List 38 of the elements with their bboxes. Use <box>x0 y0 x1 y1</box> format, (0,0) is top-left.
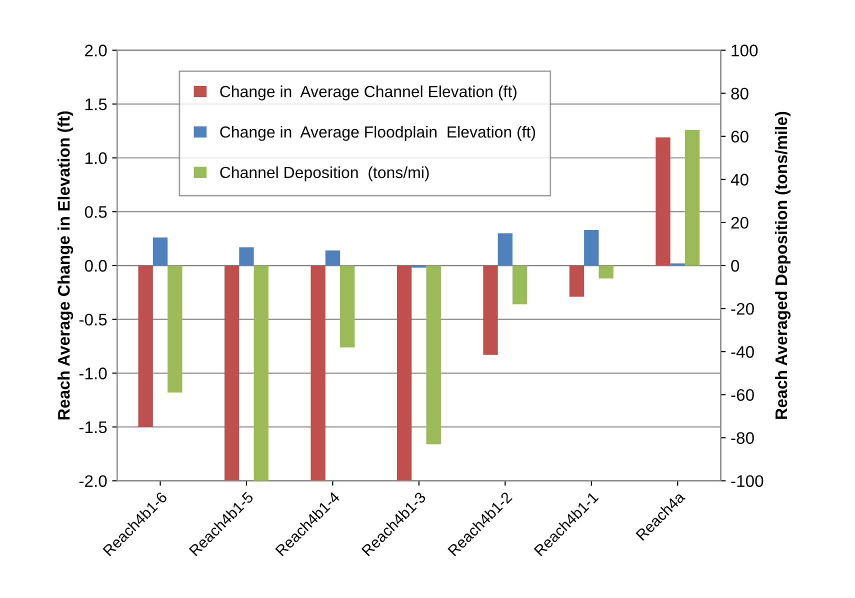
bar <box>656 137 670 266</box>
y2-tick-label: 60 <box>731 130 748 143</box>
bar <box>498 233 513 266</box>
y2-axis-title: Reach Averaged Deposition (tons/mile) <box>774 112 791 419</box>
bar <box>138 266 153 427</box>
y-tick-label: 0.0 <box>84 260 107 272</box>
legend-label: Change in Average Channel Elevation (ft) <box>220 86 516 100</box>
bar <box>584 230 599 266</box>
legend-label: Change in Average Floodplain Elevation (ft) <box>220 126 536 141</box>
y-tick-label: -2.0 <box>79 475 107 487</box>
y-tick-label: -1.0 <box>79 368 107 380</box>
bar <box>670 263 685 266</box>
y-tick-label: 1.5 <box>86 98 107 110</box>
bar <box>239 247 254 266</box>
y2-tick-label: 40 <box>730 174 748 186</box>
y-tick-label: 2.0 <box>85 44 107 56</box>
y2-tick-label: -40 <box>731 346 754 358</box>
y2-tick-label: 20 <box>731 216 748 229</box>
bar <box>396 266 412 481</box>
y2-tick-label: 0 <box>731 260 740 272</box>
y2-tick-label: -100 <box>731 475 764 487</box>
bar <box>224 266 240 481</box>
bar <box>483 266 498 355</box>
bar <box>325 250 340 266</box>
legend-label: Channel Deposition (tons/mi) <box>220 166 429 182</box>
y2-tick-label: -60 <box>731 389 754 401</box>
y2-tick-label: -20 <box>731 302 754 315</box>
y2-tick-label: -80 <box>731 432 754 444</box>
bar <box>152 238 168 266</box>
bar <box>310 266 326 481</box>
y-axis-title: Reach Average Change in Elevation (ft) <box>58 111 74 420</box>
bar <box>569 266 584 297</box>
y2-tick-label: 100 <box>732 44 758 56</box>
y-tick-label: -0.5 <box>79 314 107 326</box>
y2-tick-label: 80 <box>731 88 748 100</box>
y-tick-label: 1.0 <box>86 152 107 164</box>
y-tick-label: 0.5 <box>84 206 107 218</box>
y-tick-label: -1.5 <box>79 422 107 434</box>
